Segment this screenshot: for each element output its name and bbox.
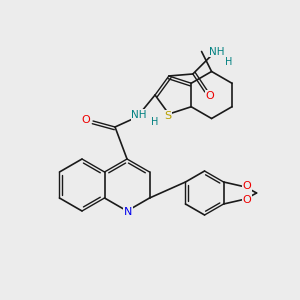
Text: O: O	[242, 195, 251, 205]
Text: S: S	[164, 111, 171, 121]
Text: NH: NH	[131, 110, 147, 120]
Text: NH: NH	[209, 47, 225, 57]
Text: H: H	[225, 57, 233, 67]
Text: O: O	[242, 181, 251, 191]
Text: O: O	[82, 115, 90, 125]
Text: N: N	[124, 207, 132, 217]
Text: O: O	[206, 91, 214, 101]
Text: H: H	[151, 117, 159, 127]
